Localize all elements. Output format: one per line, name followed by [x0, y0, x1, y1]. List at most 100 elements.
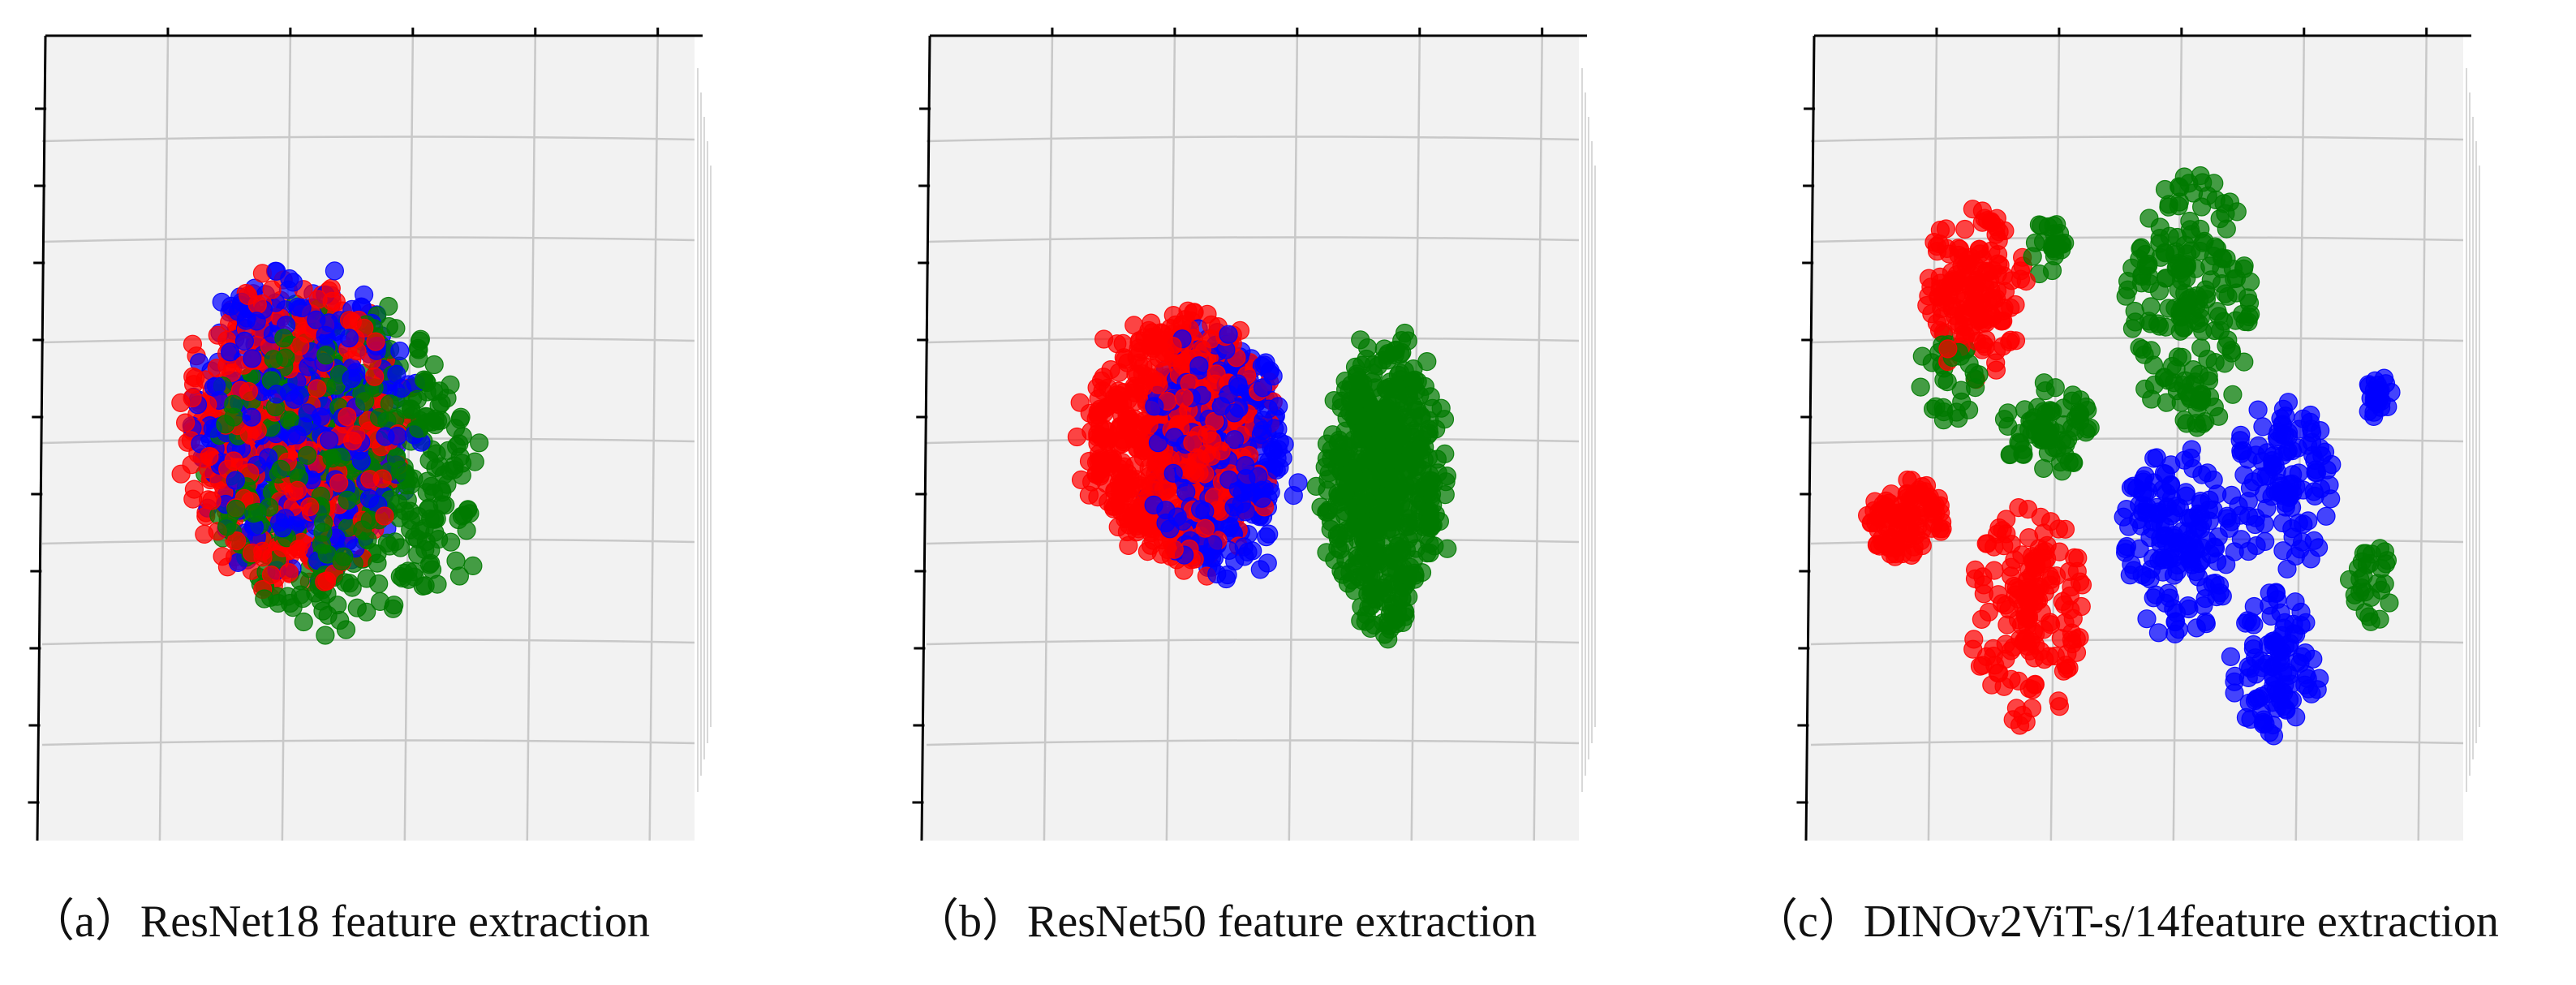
data-point-blue — [2268, 431, 2287, 450]
data-point-red — [1927, 313, 1946, 333]
data-point-red — [2000, 332, 2019, 351]
scatter-panel-b: （b）ResNet50 feature extraction — [884, 0, 1743, 985]
data-point-blue — [2277, 559, 2297, 579]
grid-line-vertical — [2417, 35, 2428, 841]
data-point-red — [1116, 350, 1135, 369]
data-point-red — [1125, 392, 1145, 411]
caption-a: （a）ResNet18 feature extraction — [29, 897, 651, 947]
data-point-green — [2116, 286, 2135, 306]
data-point-red — [1211, 441, 1231, 461]
data-point-red — [1919, 269, 1938, 288]
data-point-red — [243, 543, 262, 563]
data-point-blue — [1163, 463, 1183, 483]
data-point-green — [424, 355, 444, 375]
data-point-green — [1998, 416, 2018, 437]
data-point-blue — [234, 331, 254, 351]
data-point-green — [469, 433, 489, 453]
data-point-green — [1934, 370, 1954, 389]
data-point-red — [1972, 609, 1991, 630]
data-point-green — [1403, 524, 1423, 544]
data-point-red — [307, 379, 327, 398]
data-point-green — [1361, 618, 1380, 639]
data-point-red — [2024, 648, 2045, 668]
data-point-blue — [221, 342, 240, 362]
data-point-green — [2170, 192, 2189, 212]
data-point-green — [2174, 376, 2193, 395]
data-point-blue — [1275, 435, 1294, 454]
data-point-green — [2148, 314, 2168, 333]
data-point-green — [1306, 476, 1326, 497]
data-point-red — [1974, 584, 1993, 604]
data-point-blue — [351, 451, 371, 471]
data-point-green — [2238, 288, 2258, 308]
data-point-blue — [387, 364, 406, 384]
data-point-blue — [228, 302, 247, 321]
data-point-blue — [325, 261, 344, 281]
data-point-blue — [2302, 419, 2321, 439]
data-point-green — [1420, 543, 1439, 563]
data-point-red — [1116, 509, 1135, 529]
data-point-red — [1098, 397, 1117, 416]
data-point-green — [1420, 411, 1439, 431]
data-point-red — [1079, 451, 1099, 471]
data-point-red — [1963, 639, 1983, 659]
data-point-blue — [283, 273, 303, 292]
data-point-red — [2054, 595, 2074, 615]
data-point-red — [2019, 607, 2038, 626]
data-point-green — [271, 459, 290, 480]
grid-line-horizontal — [926, 337, 1580, 344]
data-point-red — [329, 473, 349, 492]
data-point-blue — [1216, 569, 1236, 589]
data-point-blue — [247, 312, 266, 331]
data-point-red — [355, 318, 374, 338]
data-point-blue — [1168, 507, 1187, 527]
data-point-green — [217, 517, 237, 536]
data-point-green — [434, 465, 454, 484]
data-point-green — [2182, 225, 2201, 244]
data-point-blue — [2231, 444, 2251, 463]
data-point-blue — [1219, 470, 1239, 489]
data-point-red — [1204, 488, 1223, 507]
data-point-blue — [2267, 462, 2286, 481]
data-point-green — [409, 349, 428, 368]
data-point-blue — [1252, 488, 1272, 508]
data-point-green — [2186, 311, 2205, 331]
data-point-green — [2220, 192, 2240, 212]
data-point-green — [2370, 539, 2390, 558]
data-point-green — [420, 509, 441, 529]
data-point-red — [366, 332, 385, 351]
data-point-green — [357, 602, 376, 622]
data-point-green — [283, 598, 303, 617]
data-point-green — [1348, 406, 1367, 425]
data-point-blue — [2244, 615, 2264, 634]
data-point-red — [224, 451, 243, 471]
scatter-panel-a: （a）ResNet18 feature extraction — [0, 0, 858, 985]
data-point-blue — [2144, 449, 2164, 468]
data-point-green — [452, 506, 472, 526]
data-point-green — [2191, 338, 2211, 358]
data-point-blue — [2282, 474, 2302, 493]
data-point-red — [1087, 378, 1107, 398]
grid-line-horizontal — [1810, 236, 2464, 243]
data-point-blue — [2238, 492, 2258, 511]
data-point-green — [2055, 445, 2075, 465]
data-point-red — [1990, 256, 2010, 275]
data-point-blue — [1243, 541, 1262, 561]
data-point-red — [1902, 471, 1921, 490]
data-point-blue — [2144, 588, 2163, 608]
data-point-green — [1390, 481, 1409, 501]
data-point-green — [2234, 352, 2254, 372]
data-point-green — [1422, 516, 1442, 536]
grid-line-vertical — [1043, 35, 1054, 841]
data-point-red — [2041, 615, 2061, 634]
data-point-green — [2066, 421, 2085, 441]
data-point-blue — [2266, 583, 2286, 604]
data-point-green — [2170, 321, 2190, 341]
grid-line-horizontal — [41, 236, 695, 243]
data-point-green — [1911, 377, 1930, 397]
data-point-green — [396, 399, 415, 419]
data-point-red — [1145, 472, 1164, 492]
data-point-green — [449, 566, 470, 586]
data-point-blue — [2221, 647, 2241, 667]
data-point-red — [1992, 312, 2011, 331]
